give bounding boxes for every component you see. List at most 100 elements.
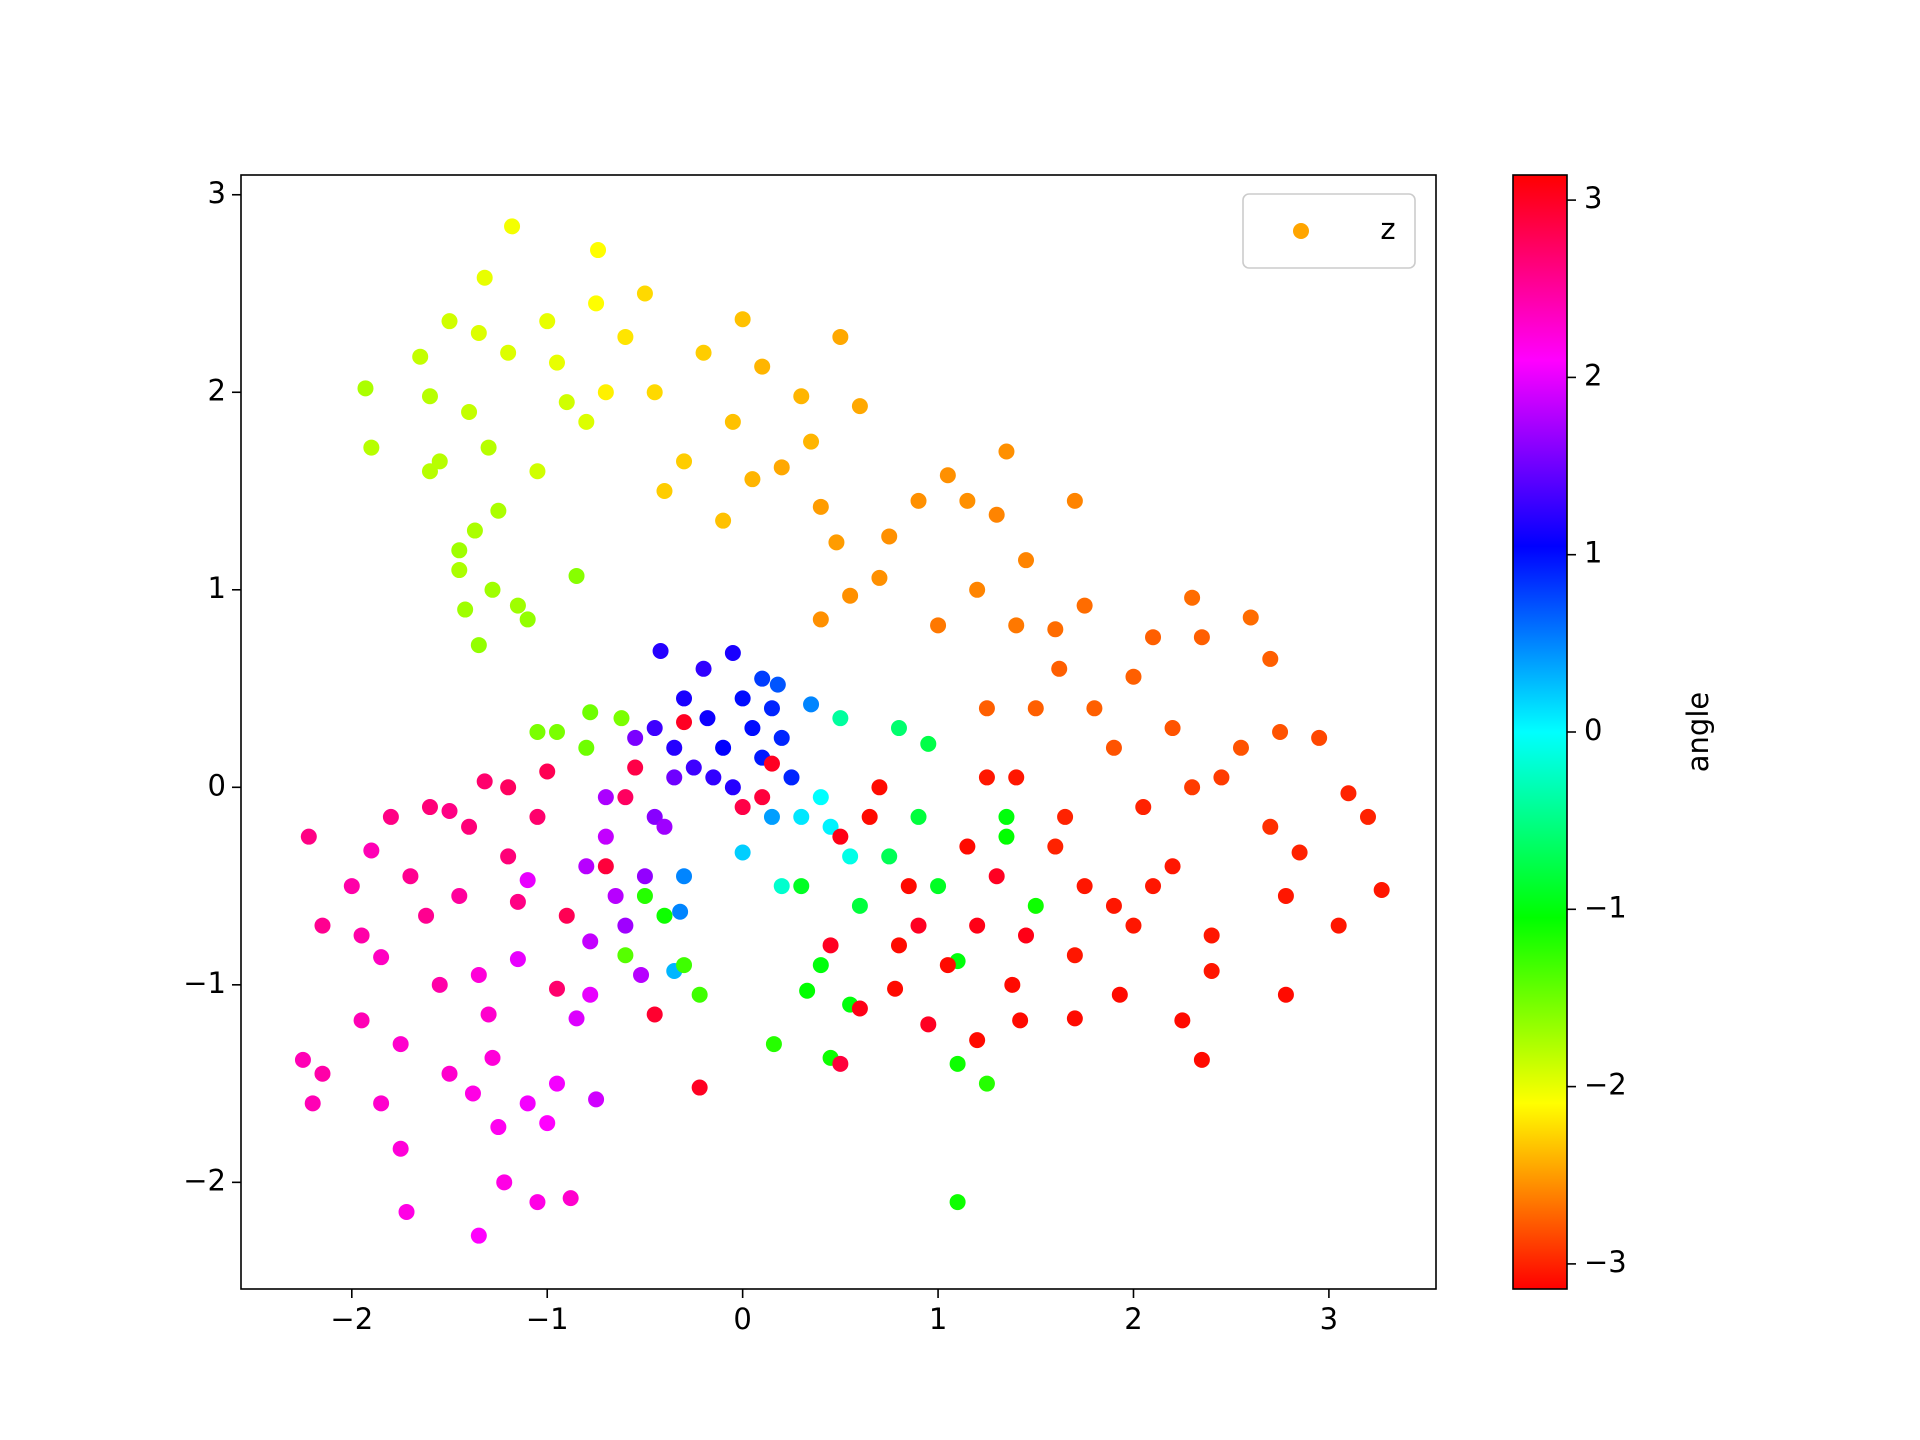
point	[763, 700, 780, 717]
point	[920, 1016, 937, 1033]
point	[558, 394, 575, 411]
point	[548, 354, 565, 371]
point	[496, 1174, 513, 1191]
point	[509, 893, 526, 910]
point	[363, 439, 380, 456]
colorbar-tick-label: −3	[1584, 1245, 1627, 1279]
point	[490, 502, 507, 519]
x-tick-label: 0	[733, 1302, 751, 1336]
point	[613, 710, 630, 727]
point	[812, 957, 829, 974]
point	[548, 724, 565, 740]
point	[568, 1010, 585, 1027]
point	[562, 1190, 579, 1207]
point	[464, 1085, 481, 1102]
point	[1125, 668, 1142, 685]
point	[998, 828, 1015, 845]
point	[1145, 629, 1162, 646]
point	[431, 453, 448, 470]
point	[402, 868, 419, 885]
point	[812, 498, 829, 515]
point	[754, 358, 771, 375]
point	[457, 601, 474, 618]
point	[695, 344, 712, 361]
point	[1242, 609, 1259, 626]
x-tick-label: 2	[1124, 1302, 1142, 1336]
point	[978, 1075, 995, 1092]
x-tick-label: 3	[1320, 1302, 1338, 1336]
point	[500, 848, 517, 865]
point	[1008, 617, 1025, 634]
point	[1135, 799, 1152, 816]
point	[988, 506, 1005, 523]
point	[1340, 785, 1357, 802]
point	[582, 986, 599, 1003]
point	[887, 980, 904, 997]
point	[314, 1065, 331, 1082]
point	[1018, 552, 1035, 569]
point	[1232, 739, 1249, 756]
point	[959, 492, 976, 509]
point	[763, 808, 780, 825]
x-tick-label: −2	[330, 1302, 373, 1336]
point	[900, 878, 917, 895]
point	[744, 471, 761, 488]
point	[519, 1095, 536, 1112]
legend-label: z	[1380, 212, 1395, 246]
point	[470, 966, 487, 983]
point	[754, 670, 771, 687]
point	[763, 755, 780, 772]
point	[769, 676, 786, 693]
point	[1213, 769, 1230, 786]
point	[832, 328, 849, 345]
point	[476, 773, 493, 790]
point	[646, 720, 663, 737]
point	[734, 311, 751, 328]
point	[529, 463, 546, 480]
point	[1373, 882, 1390, 899]
point	[652, 643, 669, 660]
point	[646, 384, 663, 401]
x-tick-label: 1	[929, 1302, 947, 1336]
point	[666, 769, 683, 786]
point	[1164, 720, 1181, 737]
colorbar-tick-label: 3	[1584, 181, 1602, 215]
point	[597, 828, 614, 845]
y-tick-label: 2	[208, 373, 226, 407]
point	[691, 986, 708, 1003]
point	[695, 660, 712, 677]
y-tick-label: 3	[208, 176, 226, 210]
y-tick-label: −2	[183, 1163, 226, 1197]
point	[890, 720, 907, 737]
colorbar-label: angle	[1681, 692, 1715, 772]
point	[304, 1095, 321, 1112]
point	[1330, 917, 1347, 934]
point	[470, 325, 487, 342]
point	[529, 724, 546, 740]
point	[1105, 897, 1122, 914]
point	[1203, 962, 1220, 979]
point	[418, 907, 435, 924]
point	[978, 700, 995, 717]
point	[1066, 947, 1083, 964]
point	[715, 512, 732, 529]
point	[978, 769, 995, 786]
colorbar-tick-label: 2	[1584, 358, 1602, 392]
colorbar-tick-label: −2	[1584, 1068, 1627, 1102]
point	[1174, 1012, 1191, 1029]
point	[812, 789, 829, 806]
point	[480, 1006, 497, 1023]
point	[881, 848, 898, 865]
point	[851, 398, 868, 415]
point	[578, 858, 595, 875]
point	[871, 569, 888, 586]
point	[851, 1000, 868, 1017]
y-tick-label: 0	[208, 768, 226, 802]
point	[1066, 1010, 1083, 1027]
point	[373, 1095, 390, 1112]
point	[705, 769, 722, 786]
point	[1125, 917, 1142, 934]
point	[480, 439, 497, 456]
point	[294, 1051, 311, 1068]
